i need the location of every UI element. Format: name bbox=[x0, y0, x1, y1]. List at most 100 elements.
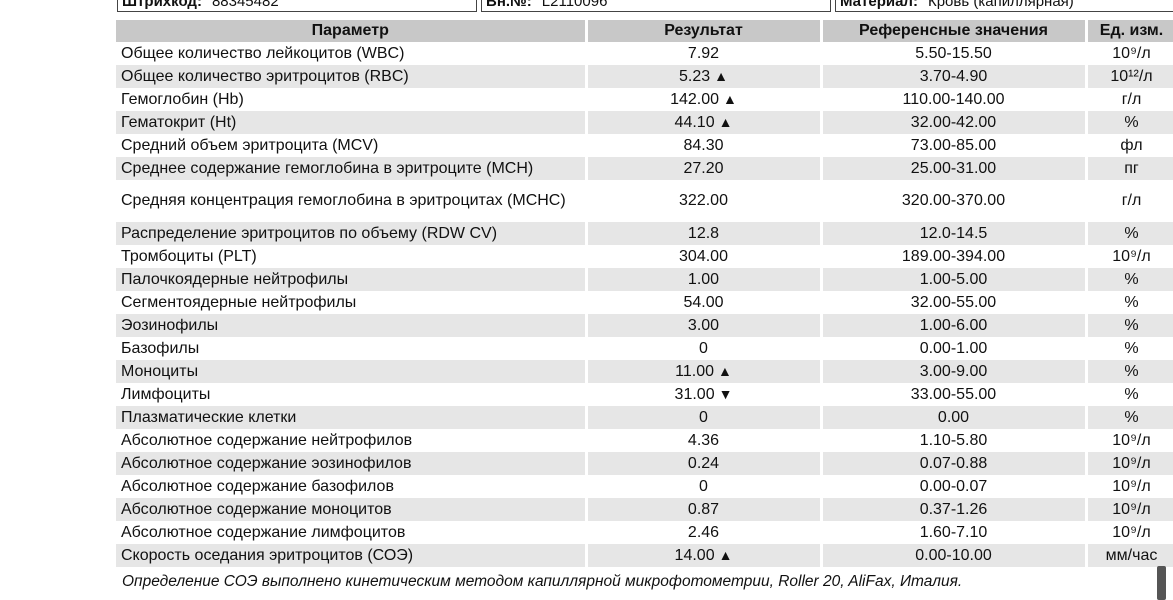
unit-cell: % bbox=[1086, 406, 1173, 429]
result-value: 27.20 bbox=[683, 159, 724, 177]
barcode-label: Штрихкод: bbox=[122, 0, 202, 10]
parameter-cell: Абсолютное содержание лимфоцитов bbox=[116, 521, 588, 544]
arrow-up-icon: ▲ bbox=[714, 68, 728, 84]
result-cell: 142.00 ▲ bbox=[586, 88, 823, 111]
table-row: Скорость оседания эритроцитов (СОЭ) 14.00… bbox=[116, 544, 1173, 567]
internal-number-field: Вн.№: L2110096 bbox=[481, 0, 831, 12]
reference-cell: 3.00-9.00 bbox=[821, 360, 1088, 383]
table-row: Среднее содержание гемоглобина в эритроц… bbox=[116, 157, 1173, 180]
internal-number-value: L2110096 bbox=[541, 0, 608, 10]
reference-cell: 1.00-6.00 bbox=[821, 314, 1088, 337]
result-cell: 84.30 bbox=[586, 134, 823, 157]
result-value: 14.00 bbox=[674, 547, 715, 564]
table-row: Тромбоциты (PLT) 304.00 189.00-394.00 10⁹/л bbox=[116, 245, 1173, 268]
result-cell: 3.00 bbox=[586, 314, 823, 337]
reference-cell: 189.00-394.00 bbox=[821, 245, 1088, 268]
parameter-cell: Лимфоциты bbox=[116, 383, 588, 406]
result-cell: 1.00 bbox=[586, 268, 823, 291]
table-row: Распределение эритроцитов по объему (RDW… bbox=[116, 222, 1173, 245]
column-header-unit: Ед. изм. bbox=[1086, 20, 1173, 42]
material-field: Материал: Кровь (капиллярная) bbox=[835, 0, 1173, 12]
result-cell: 0 bbox=[586, 337, 823, 360]
result-value: 1.00 bbox=[687, 270, 720, 288]
result-cell: 14.00 ▲ bbox=[586, 544, 823, 567]
result-cell: 304.00 bbox=[586, 245, 823, 268]
parameter-cell: Среднее содержание гемоглобина в эритроц… bbox=[116, 157, 588, 180]
result-value: 322.00 bbox=[679, 192, 728, 209]
parameter-cell: Средний объем эритроцита (MCV) bbox=[116, 134, 588, 157]
table-row: Базофилы 0 0.00-1.00% bbox=[116, 337, 1173, 360]
result-value: 5.23 bbox=[679, 68, 711, 85]
unit-cell: % bbox=[1086, 314, 1173, 337]
reference-cell: 32.00-55.00 bbox=[821, 291, 1088, 314]
result-cell: 27.20 bbox=[586, 157, 823, 180]
result-cell: 31.00 ▼ bbox=[586, 383, 823, 406]
unit-cell: г/л bbox=[1086, 180, 1173, 222]
arrow-up-icon: ▲ bbox=[723, 91, 737, 107]
result-value: 11.00 bbox=[675, 363, 714, 380]
table-row: Сегментоядерные нейтрофилы 54.00 32.00-55.… bbox=[116, 291, 1173, 314]
parameter-cell: Абсолютное содержание базофилов bbox=[116, 475, 588, 498]
table-row: Абсолютное содержание нейтрофилов 4.36 1.1… bbox=[116, 429, 1173, 452]
unit-cell: % bbox=[1086, 222, 1173, 245]
unit-cell: 10⁹/л bbox=[1086, 452, 1173, 475]
patient-info-header: Штрихкод: 88345482 Вн.№: L2110096 Материал… bbox=[117, 0, 1173, 13]
result-cell: 54.00 bbox=[586, 291, 823, 314]
reference-cell: 0.00-10.00 bbox=[821, 544, 1088, 567]
reference-cell: 110.00-140.00 bbox=[821, 88, 1088, 111]
column-header-result: Результат bbox=[586, 20, 823, 42]
parameter-cell: Эозинофилы bbox=[116, 314, 588, 337]
result-value: 0.87 bbox=[687, 500, 720, 518]
result-value: 142.00 bbox=[670, 91, 720, 108]
table-row: Общее количество лейкоцитов (WBC) 7.92 5.5… bbox=[116, 42, 1173, 65]
result-value: 0.24 bbox=[687, 454, 720, 472]
table-row: Общее количество эритроцитов (RBC) 5.23 ▲ 3… bbox=[116, 65, 1173, 88]
result-cell: 11.00 ▲ bbox=[586, 360, 823, 383]
result-cell: 2.46 bbox=[586, 521, 823, 544]
results-table-body: Общее количество лейкоцитов (WBC) 7.92 5.5… bbox=[116, 42, 1173, 567]
parameter-cell: Средняя концентрация гемоглобина в эритр… bbox=[116, 180, 588, 222]
reference-cell: 0.00-1.00 bbox=[821, 337, 1088, 360]
barcode-value: 88345482 bbox=[211, 0, 279, 10]
reference-cell: 3.70-4.90 bbox=[821, 65, 1088, 88]
table-row: Палочкоядерные нейтрофилы 1.00 1.00-5.00% bbox=[116, 268, 1173, 291]
reference-cell: 12.0-14.5 bbox=[821, 222, 1088, 245]
scrollbar-handle[interactable] bbox=[1157, 566, 1166, 600]
table-row: Средняя концентрация гемоглобина в эритр… bbox=[116, 180, 1173, 222]
footnote: Определение СОЭ выполнено кинетическим м… bbox=[122, 573, 963, 590]
reference-cell: 0.00 bbox=[821, 406, 1088, 429]
table-row: Средний объем эритроцита (MCV) 84.30 73.00… bbox=[116, 134, 1173, 157]
result-value: 304.00 bbox=[679, 247, 728, 265]
reference-cell: 73.00-85.00 bbox=[821, 134, 1088, 157]
unit-cell: пг bbox=[1086, 157, 1173, 180]
unit-cell: % bbox=[1086, 291, 1173, 314]
table-row: Гемоглобин (Hb) 142.00 ▲ 110.00-140.00 г/л bbox=[116, 88, 1173, 111]
parameter-cell: Гемоглобин (Hb) bbox=[116, 88, 588, 111]
unit-cell: 10⁹/л bbox=[1086, 521, 1173, 544]
parameter-cell: Палочкоядерные нейтрофилы bbox=[116, 268, 588, 291]
parameter-cell: Тромбоциты (PLT) bbox=[116, 245, 588, 268]
arrow-up-icon: ▲ bbox=[718, 363, 732, 379]
reference-cell: 0.07-0.88 bbox=[821, 452, 1088, 475]
result-cell: 0 bbox=[586, 475, 823, 498]
table-row: Эозинофилы 3.00 1.00-6.00% bbox=[116, 314, 1173, 337]
result-cell: 0.87 bbox=[586, 498, 823, 521]
internal-number-label: Вн.№: bbox=[486, 0, 532, 10]
reference-cell: 0.00-0.07 bbox=[821, 475, 1088, 498]
parameter-cell: Общее количество эритроцитов (RBC) bbox=[116, 65, 588, 88]
table-row: Лимфоциты 31.00 ▼ 33.00-55.00% bbox=[116, 383, 1173, 406]
table-row: Абсолютное содержание лимфоцитов 2.46 1.60… bbox=[116, 521, 1173, 544]
result-cell: 44.10 ▲ bbox=[586, 111, 823, 134]
unit-cell: % bbox=[1086, 360, 1173, 383]
result-cell: 5.23 ▲ bbox=[586, 65, 823, 88]
result-value: 0 bbox=[699, 477, 708, 495]
column-header-reference: Референсные значения bbox=[821, 20, 1088, 42]
table-row: Моноциты 11.00 ▲ 3.00-9.00% bbox=[116, 360, 1173, 383]
barcode-field: Штрихкод: 88345482 bbox=[117, 0, 477, 12]
result-cell: 0.24 bbox=[586, 452, 823, 475]
result-value: 7.92 bbox=[687, 44, 720, 62]
parameter-cell: Сегментоядерные нейтрофилы bbox=[116, 291, 588, 314]
result-value: 0 bbox=[699, 339, 708, 357]
reference-cell: 25.00-31.00 bbox=[821, 157, 1088, 180]
result-cell: 4.36 bbox=[586, 429, 823, 452]
